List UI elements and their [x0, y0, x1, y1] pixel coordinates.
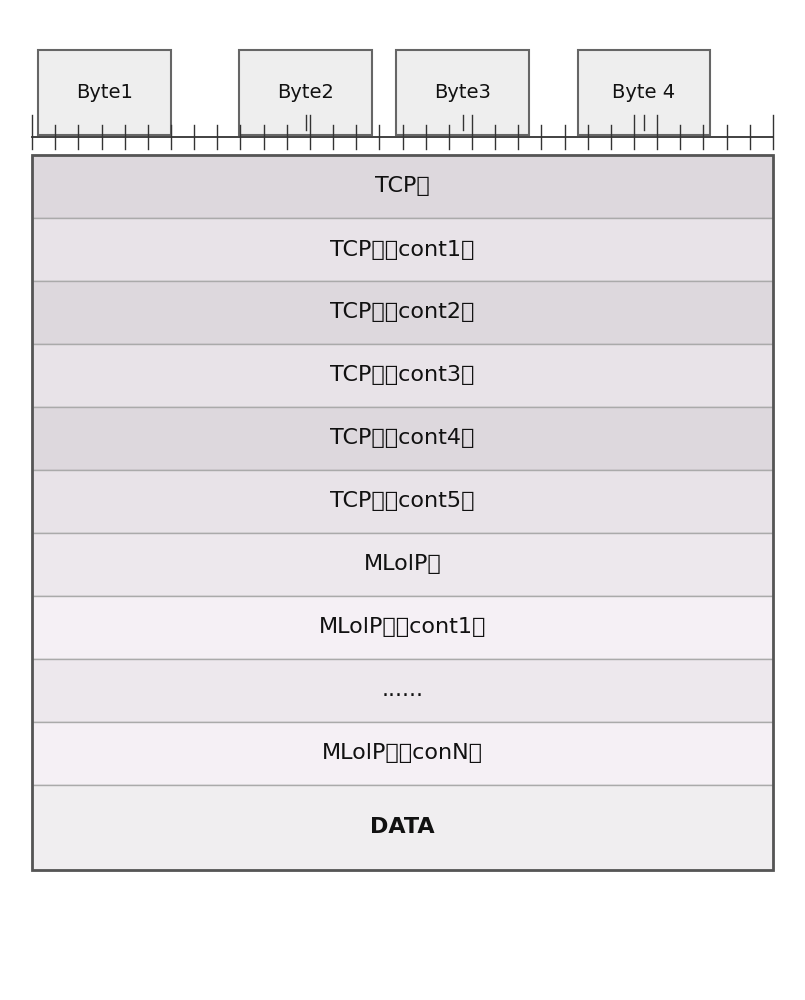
- Text: DATA: DATA: [370, 817, 435, 837]
- Text: Byte 4: Byte 4: [613, 83, 675, 102]
- Bar: [32, 281, 773, 344]
- Text: ......: ......: [382, 680, 423, 700]
- Bar: [32, 155, 773, 218]
- FancyBboxPatch shape: [396, 50, 530, 135]
- Text: Byte2: Byte2: [278, 83, 334, 102]
- Bar: [32, 659, 773, 722]
- Text: MLolP头: MLolP头: [364, 554, 441, 574]
- FancyBboxPatch shape: [578, 50, 711, 135]
- Text: TCP头（cont1）: TCP头（cont1）: [330, 239, 475, 259]
- Bar: [32, 533, 773, 596]
- Bar: [32, 155, 773, 870]
- Text: MLolP头（cont1）: MLolP头（cont1）: [319, 617, 486, 637]
- Text: TCP头（cont4）: TCP头（cont4）: [330, 428, 475, 448]
- Bar: [32, 470, 773, 533]
- Text: TCP头（cont2）: TCP头（cont2）: [330, 302, 475, 322]
- Bar: [32, 218, 773, 281]
- Text: TCP头（cont5）: TCP头（cont5）: [330, 491, 475, 511]
- Bar: [32, 407, 773, 470]
- FancyBboxPatch shape: [240, 50, 372, 135]
- Text: Byte1: Byte1: [76, 83, 133, 102]
- Text: TCP头: TCP头: [375, 176, 430, 196]
- Bar: [32, 722, 773, 785]
- Text: Byte3: Byte3: [435, 83, 491, 102]
- Bar: [32, 596, 773, 659]
- Text: TCP头（cont3）: TCP头（cont3）: [330, 365, 475, 385]
- FancyBboxPatch shape: [39, 50, 171, 135]
- Bar: [32, 785, 773, 870]
- Text: MLolP头（conN）: MLolP头（conN）: [322, 743, 483, 763]
- Bar: [32, 344, 773, 407]
